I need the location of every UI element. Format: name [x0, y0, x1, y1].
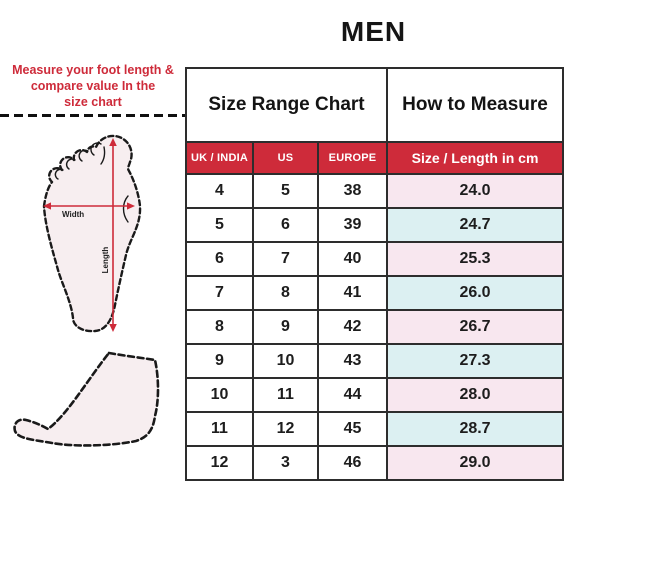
cell-uk: 7: [185, 275, 254, 311]
table-row: 6 7 40 25.3: [185, 241, 565, 277]
cell-uk: 9: [185, 343, 254, 379]
length-arrowhead-top: [109, 138, 117, 146]
column-header-uk-india: UK / INDIA: [185, 141, 254, 175]
foot-side-view-diagram: [13, 351, 160, 447]
cell-uk: 4: [185, 173, 254, 209]
column-header-size-length: Size / Length in cm: [386, 141, 565, 175]
cell-eu: 43: [316, 343, 389, 379]
length-arrowhead-bottom: [109, 324, 117, 332]
big-toe-mark: [100, 146, 106, 165]
cell-cm: 25.3: [386, 241, 565, 277]
column-header-us: US: [252, 141, 319, 175]
cell-eu: 38: [316, 173, 389, 209]
page-title: MEN: [340, 16, 407, 47]
measure-instruction-text: Measure your foot length & compare value…: [2, 62, 184, 110]
cell-uk: 10: [185, 377, 254, 413]
table-row: 9 10 43 27.3: [185, 343, 565, 379]
how-to-measure-header: How to Measure: [386, 67, 565, 143]
cell-eu: 41: [316, 275, 389, 311]
width-label: Width: [62, 210, 84, 219]
size-range-chart-header: Size Range Chart: [184, 67, 389, 143]
dashed-separator-line: [0, 114, 186, 117]
cell-us: 10: [252, 343, 319, 379]
cell-eu: 46: [316, 445, 389, 481]
cell-cm: 29.0: [386, 445, 565, 481]
cell-uk: 12: [185, 445, 254, 481]
cell-uk: 8: [185, 309, 254, 345]
foot-top-view-diagram: Width Length: [42, 134, 142, 333]
cell-us: 6: [252, 207, 319, 243]
cell-us: 9: [252, 309, 319, 345]
table-row: 12 3 46 29.0: [185, 445, 565, 481]
foot-outline: [42, 134, 142, 333]
table-row: 11 12 45 28.7: [185, 411, 565, 447]
cell-eu: 42: [316, 309, 389, 345]
table-row: 4 5 38 24.0: [185, 173, 565, 209]
size-chart-table: Size Range Chart How to Measure UK / IND…: [184, 67, 565, 481]
foot-side-outline: [13, 351, 160, 447]
toe-curl-2: [78, 149, 89, 162]
instruction-line-3: size chart: [64, 95, 122, 109]
cell-us: 11: [252, 377, 319, 413]
cell-cm: 24.7: [386, 207, 565, 243]
cell-us: 3: [252, 445, 319, 481]
cell-uk: 6: [185, 241, 254, 277]
table-row: 8 9 42 26.7: [185, 309, 565, 345]
cell-cm: 28.7: [386, 411, 565, 447]
cell-us: 8: [252, 275, 319, 311]
length-label: Length: [101, 247, 110, 274]
table-group-header-row: Size Range Chart How to Measure: [184, 67, 565, 143]
cell-us: 12: [252, 411, 319, 447]
instruction-line-2: compare value In the: [30, 79, 156, 93]
cell-eu: 39: [316, 207, 389, 243]
table-row: 7 8 41 26.0: [185, 275, 565, 311]
cell-uk: 5: [185, 207, 254, 243]
cell-uk: 11: [185, 411, 254, 447]
cell-cm: 26.7: [386, 309, 565, 345]
toe-curl-pinky: [54, 168, 64, 180]
cell-cm: 28.0: [386, 377, 565, 413]
width-arrowhead-right: [127, 202, 135, 210]
cell-us: 7: [252, 241, 319, 277]
cell-eu: 40: [316, 241, 389, 277]
cell-eu: 44: [316, 377, 389, 413]
cell-eu: 45: [316, 411, 389, 447]
cell-us: 5: [252, 173, 319, 209]
cell-cm: 24.0: [386, 173, 565, 209]
table-row: 10 11 44 28.0: [185, 377, 565, 413]
column-header-europe: EUROPE: [316, 141, 389, 175]
arch-mark: [122, 195, 129, 223]
table-row: 5 6 39 24.7: [185, 207, 565, 243]
toe-curl-1: [90, 142, 102, 156]
instruction-line-1: Measure your foot length &: [12, 63, 174, 77]
cell-cm: 27.3: [386, 343, 565, 379]
width-arrowhead-left: [43, 202, 51, 210]
cell-cm: 26.0: [386, 275, 565, 311]
table-column-header-row: UK / INDIA US EUROPE Size / Length in cm: [185, 141, 565, 175]
toe-curl-3: [65, 158, 76, 170]
